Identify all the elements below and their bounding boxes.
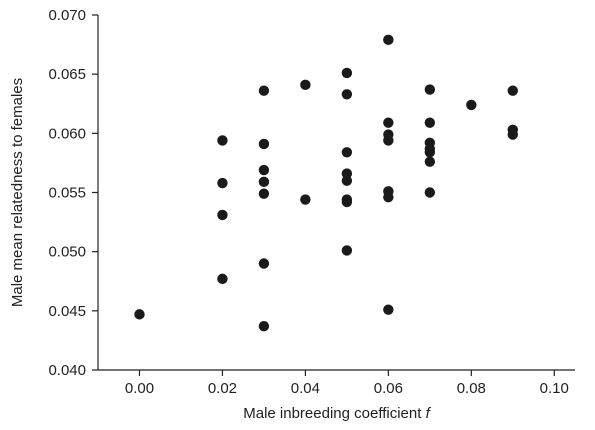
data-point — [424, 187, 436, 198]
y-tick-label: 0.055 — [48, 185, 86, 202]
data-point — [217, 209, 228, 221]
data-point — [341, 67, 353, 79]
x-tick-label: 0.10 — [540, 380, 569, 397]
x-axis-title-text: Male inbreeding coefficient — [243, 405, 422, 422]
x-tick-label: 0.02 — [208, 380, 237, 397]
data-point — [217, 273, 228, 285]
data-point — [258, 258, 270, 269]
y-tick-label: 0.070 — [48, 7, 86, 24]
y-tick-label: 0.060 — [48, 125, 86, 142]
y-tick-label: 0.045 — [48, 303, 86, 320]
data-point — [300, 194, 311, 205]
data-point — [341, 196, 353, 208]
data-points — [134, 34, 518, 332]
data-point — [424, 156, 436, 167]
y-axis-title: Male mean relatedness to females — [9, 78, 26, 307]
data-point — [424, 84, 436, 95]
data-point — [341, 89, 353, 100]
data-point — [258, 321, 270, 332]
data-point — [466, 99, 477, 111]
data-point — [217, 177, 228, 189]
data-point — [341, 147, 353, 158]
y-axis-ticks: 0.040 0.045 0.050 0.055 0.060 0.065 0.070 — [48, 7, 98, 379]
data-point — [258, 138, 270, 150]
data-point — [258, 164, 270, 176]
data-point — [507, 85, 518, 96]
y-tick-label: 0.040 — [48, 362, 86, 379]
x-tick-label: 0.08 — [457, 380, 486, 397]
x-tick-label: 0.04 — [291, 380, 320, 397]
data-point — [258, 85, 270, 96]
data-point — [134, 309, 145, 320]
data-point — [383, 304, 394, 315]
data-point — [383, 192, 394, 203]
x-axis-ticks: 0.00 0.02 0.04 0.06 0.08 0.10 — [125, 370, 569, 397]
data-point — [258, 176, 270, 188]
x-tick-label: 0.00 — [125, 380, 154, 397]
x-axis-title: Male inbreeding coefficient f — [243, 405, 431, 422]
data-point — [507, 129, 518, 140]
y-tick-label: 0.050 — [48, 244, 86, 261]
data-point — [383, 117, 394, 128]
x-axis-title-variable: f — [426, 405, 432, 422]
y-tick-label: 0.065 — [48, 66, 86, 83]
data-point — [383, 34, 394, 46]
data-point — [341, 245, 353, 256]
data-point — [300, 79, 311, 91]
data-point — [424, 147, 436, 158]
data-point — [424, 117, 436, 128]
data-point — [217, 135, 228, 146]
data-point — [341, 175, 353, 186]
data-point — [258, 188, 270, 199]
axes — [97, 15, 575, 371]
data-point — [383, 135, 394, 146]
x-tick-label: 0.06 — [374, 380, 403, 397]
